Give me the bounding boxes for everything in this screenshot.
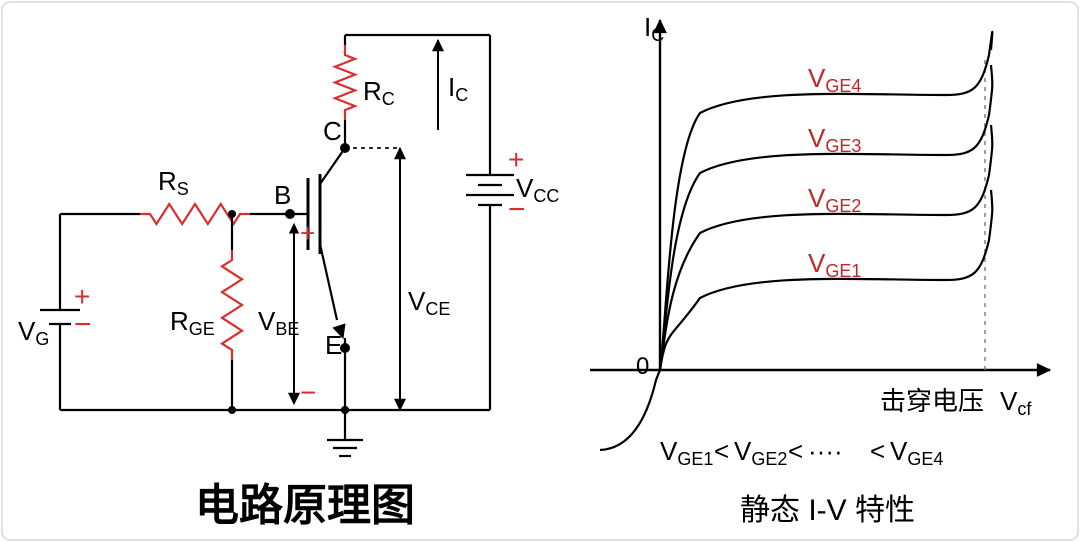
label: + — [300, 218, 315, 248]
iv-curve — [660, 125, 992, 370]
resistor-rge — [222, 250, 242, 360]
label-ic: IC — [448, 72, 468, 105]
x-axis-break-label: 击穿电压 — [880, 386, 984, 416]
node-e: E — [325, 330, 342, 360]
label-vcc: VCC — [516, 173, 559, 206]
circuit-title: 电路原理图 — [195, 481, 415, 530]
ineq: VGE4 — [890, 436, 943, 469]
curve-label-GE2: VGE2 — [808, 183, 861, 216]
ineq: < — [714, 436, 729, 466]
ineq: VGE2 — [734, 436, 787, 469]
label-vg: VG — [18, 316, 49, 349]
curve-label-GE1: VGE1 — [808, 248, 861, 281]
curve-label-GE3: VGE3 — [808, 123, 861, 156]
label-rc: RC — [363, 76, 395, 109]
x-axis-vcf: Vcf — [1000, 386, 1032, 419]
origin-label: 0 — [636, 353, 649, 380]
minus: − — [74, 308, 92, 341]
label: + — [508, 144, 524, 175]
iv-curve — [660, 65, 992, 370]
ineq: < — [788, 436, 803, 466]
node-dot — [228, 406, 236, 414]
curve-label-GE4: VGE4 — [808, 63, 861, 96]
graph-title: 静态 I-V 特性 — [740, 494, 915, 527]
node-c: C — [323, 116, 342, 146]
label-rs: RS — [158, 166, 189, 199]
y-axis-label: IC — [644, 12, 664, 45]
label-rge: RGE — [170, 306, 215, 339]
resistor-rc — [335, 45, 355, 120]
ineq: < — [870, 436, 885, 466]
node-b: B — [274, 180, 291, 210]
label: − — [300, 377, 316, 408]
ineq: VGE1 — [660, 436, 713, 469]
node-dot — [341, 406, 349, 414]
ineq: ···· — [808, 436, 843, 466]
node-dot — [228, 210, 236, 218]
label-vce: VCE — [408, 286, 450, 319]
